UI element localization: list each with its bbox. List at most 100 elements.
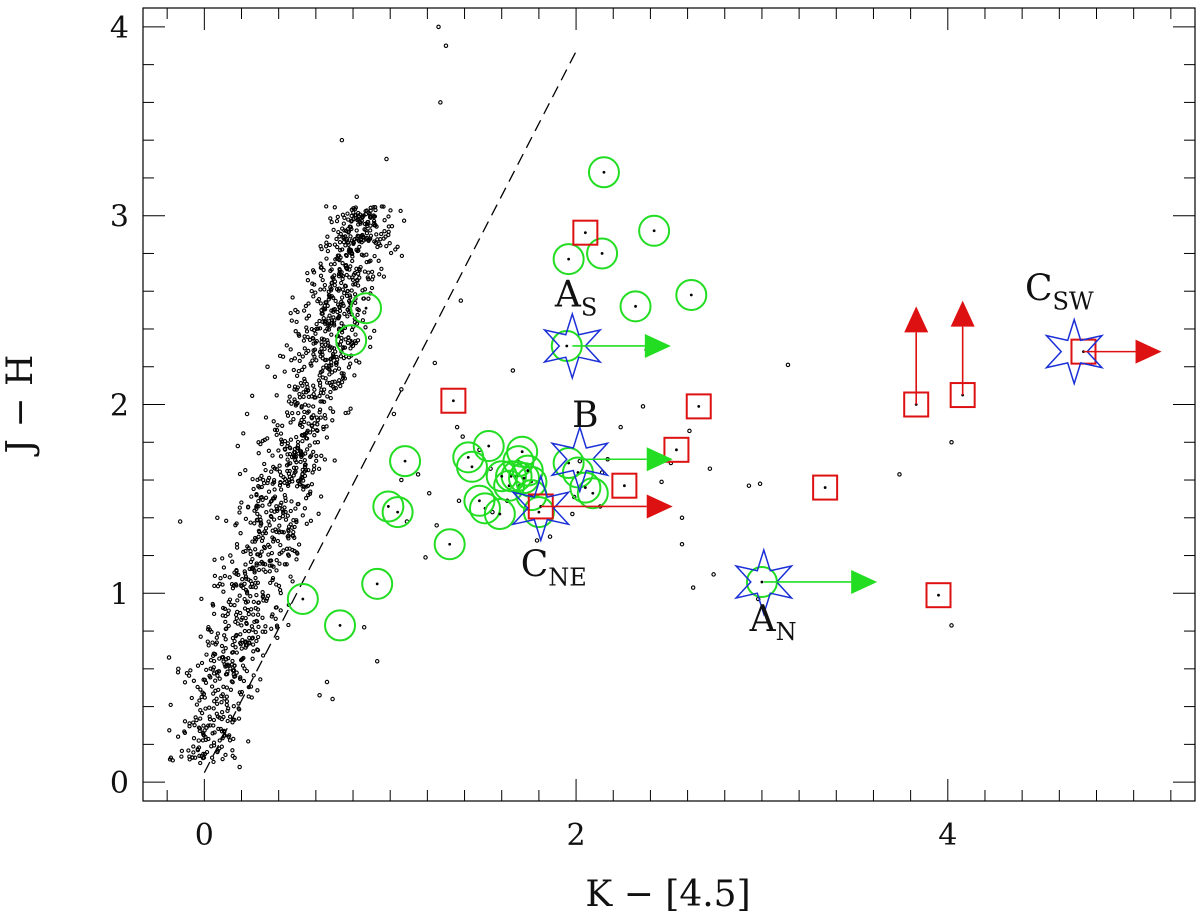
cloud-point [354,247,359,252]
cloud-point [253,606,258,611]
cloud-point [278,480,283,485]
cloud-point [350,258,355,264]
cloud-point [302,458,307,463]
cloud-point [295,501,300,507]
cloud-point [357,268,362,273]
circle-center-dot [396,510,400,514]
cloud-point [207,714,212,719]
cloud-point [319,308,324,313]
cloud-point [328,268,333,274]
cloud-point [269,469,274,474]
cloud-point [331,346,337,351]
cloud-point [308,361,313,366]
cloud-point [223,626,228,632]
cloud-point [261,481,267,486]
green-circle-marker [472,430,505,463]
cloud-point [382,229,387,234]
cloud-point [249,607,254,612]
cloud-point [274,467,279,472]
cloud-point [256,451,261,456]
cloud-point [311,352,316,357]
cloud-point [325,234,330,239]
cloud-point [353,332,358,337]
cloud-point [354,228,359,233]
cloud-point [226,608,231,613]
cloud-point [302,346,307,351]
cloud-point [277,469,283,474]
cloud-point [199,694,204,700]
cloud-point [304,329,310,334]
cloud-point [333,257,338,262]
cloud-point [386,224,391,229]
cloud-point [230,586,236,591]
cloud-point [260,438,265,444]
cloud-point [211,717,217,723]
cloud-point [352,282,358,287]
source-label-subscript: S [581,293,597,321]
cloud-point [306,301,311,306]
cloud-point [266,489,272,494]
cloud-point [284,562,289,567]
cloud-point [212,699,217,704]
cloud-point [229,662,235,667]
cloud-point [305,483,311,489]
data-point [490,509,495,515]
data-point [330,696,335,702]
x-axis-title: K − [4.5] [585,874,750,915]
cloud-point [381,274,387,279]
cloud-point [317,318,322,324]
cloud-point [265,436,270,441]
cloud-point [279,437,284,442]
cloud-point [325,248,331,254]
cloud-point [264,510,269,515]
circle-center-dot [689,293,693,297]
cloud-point [244,576,249,581]
cloud-point [272,427,278,433]
cloud-point [292,449,297,455]
cloud-point [300,438,305,444]
cloud-point [205,639,210,644]
cloud-point [282,447,288,452]
cloud-point [318,415,323,420]
circle-center-dot [364,306,368,310]
arrow-head [646,494,673,519]
cloud-point [298,422,303,428]
cloud-point [327,242,332,248]
cloud-point [216,669,221,674]
cloud-point [201,751,206,757]
y-tick-label: 0 [110,766,129,801]
cloud-point [230,635,236,641]
cloud-point [255,518,260,523]
cloud-point [206,643,211,648]
cloud-point [329,345,335,350]
green-circle-marker [372,490,405,523]
cloud-point [278,487,284,492]
cloud-point [321,390,326,396]
cloud-point [255,634,261,640]
cloud-point [338,383,343,389]
cloud-point [209,744,214,749]
data-point [228,553,233,558]
cloud-point [350,343,356,349]
cloud-point [325,321,330,326]
cloud-point [249,494,254,499]
cloud-point [230,753,235,759]
cloud-point [352,320,358,325]
cloud-point [260,653,266,658]
cloud-point [274,393,279,398]
cloud-point [348,361,353,366]
cloud-point [259,559,264,565]
cloud-point [250,642,256,647]
cloud-point [324,300,329,305]
data-point [166,655,172,660]
circle-center-dot [600,252,604,255]
cloud-point [294,387,299,392]
cloud-point [316,297,322,302]
cloud-point [260,594,265,599]
cloud-point [306,421,311,426]
cloud-point [299,405,304,410]
cloud-point [263,415,269,420]
data-point [374,659,380,664]
cloud-point [203,737,209,742]
